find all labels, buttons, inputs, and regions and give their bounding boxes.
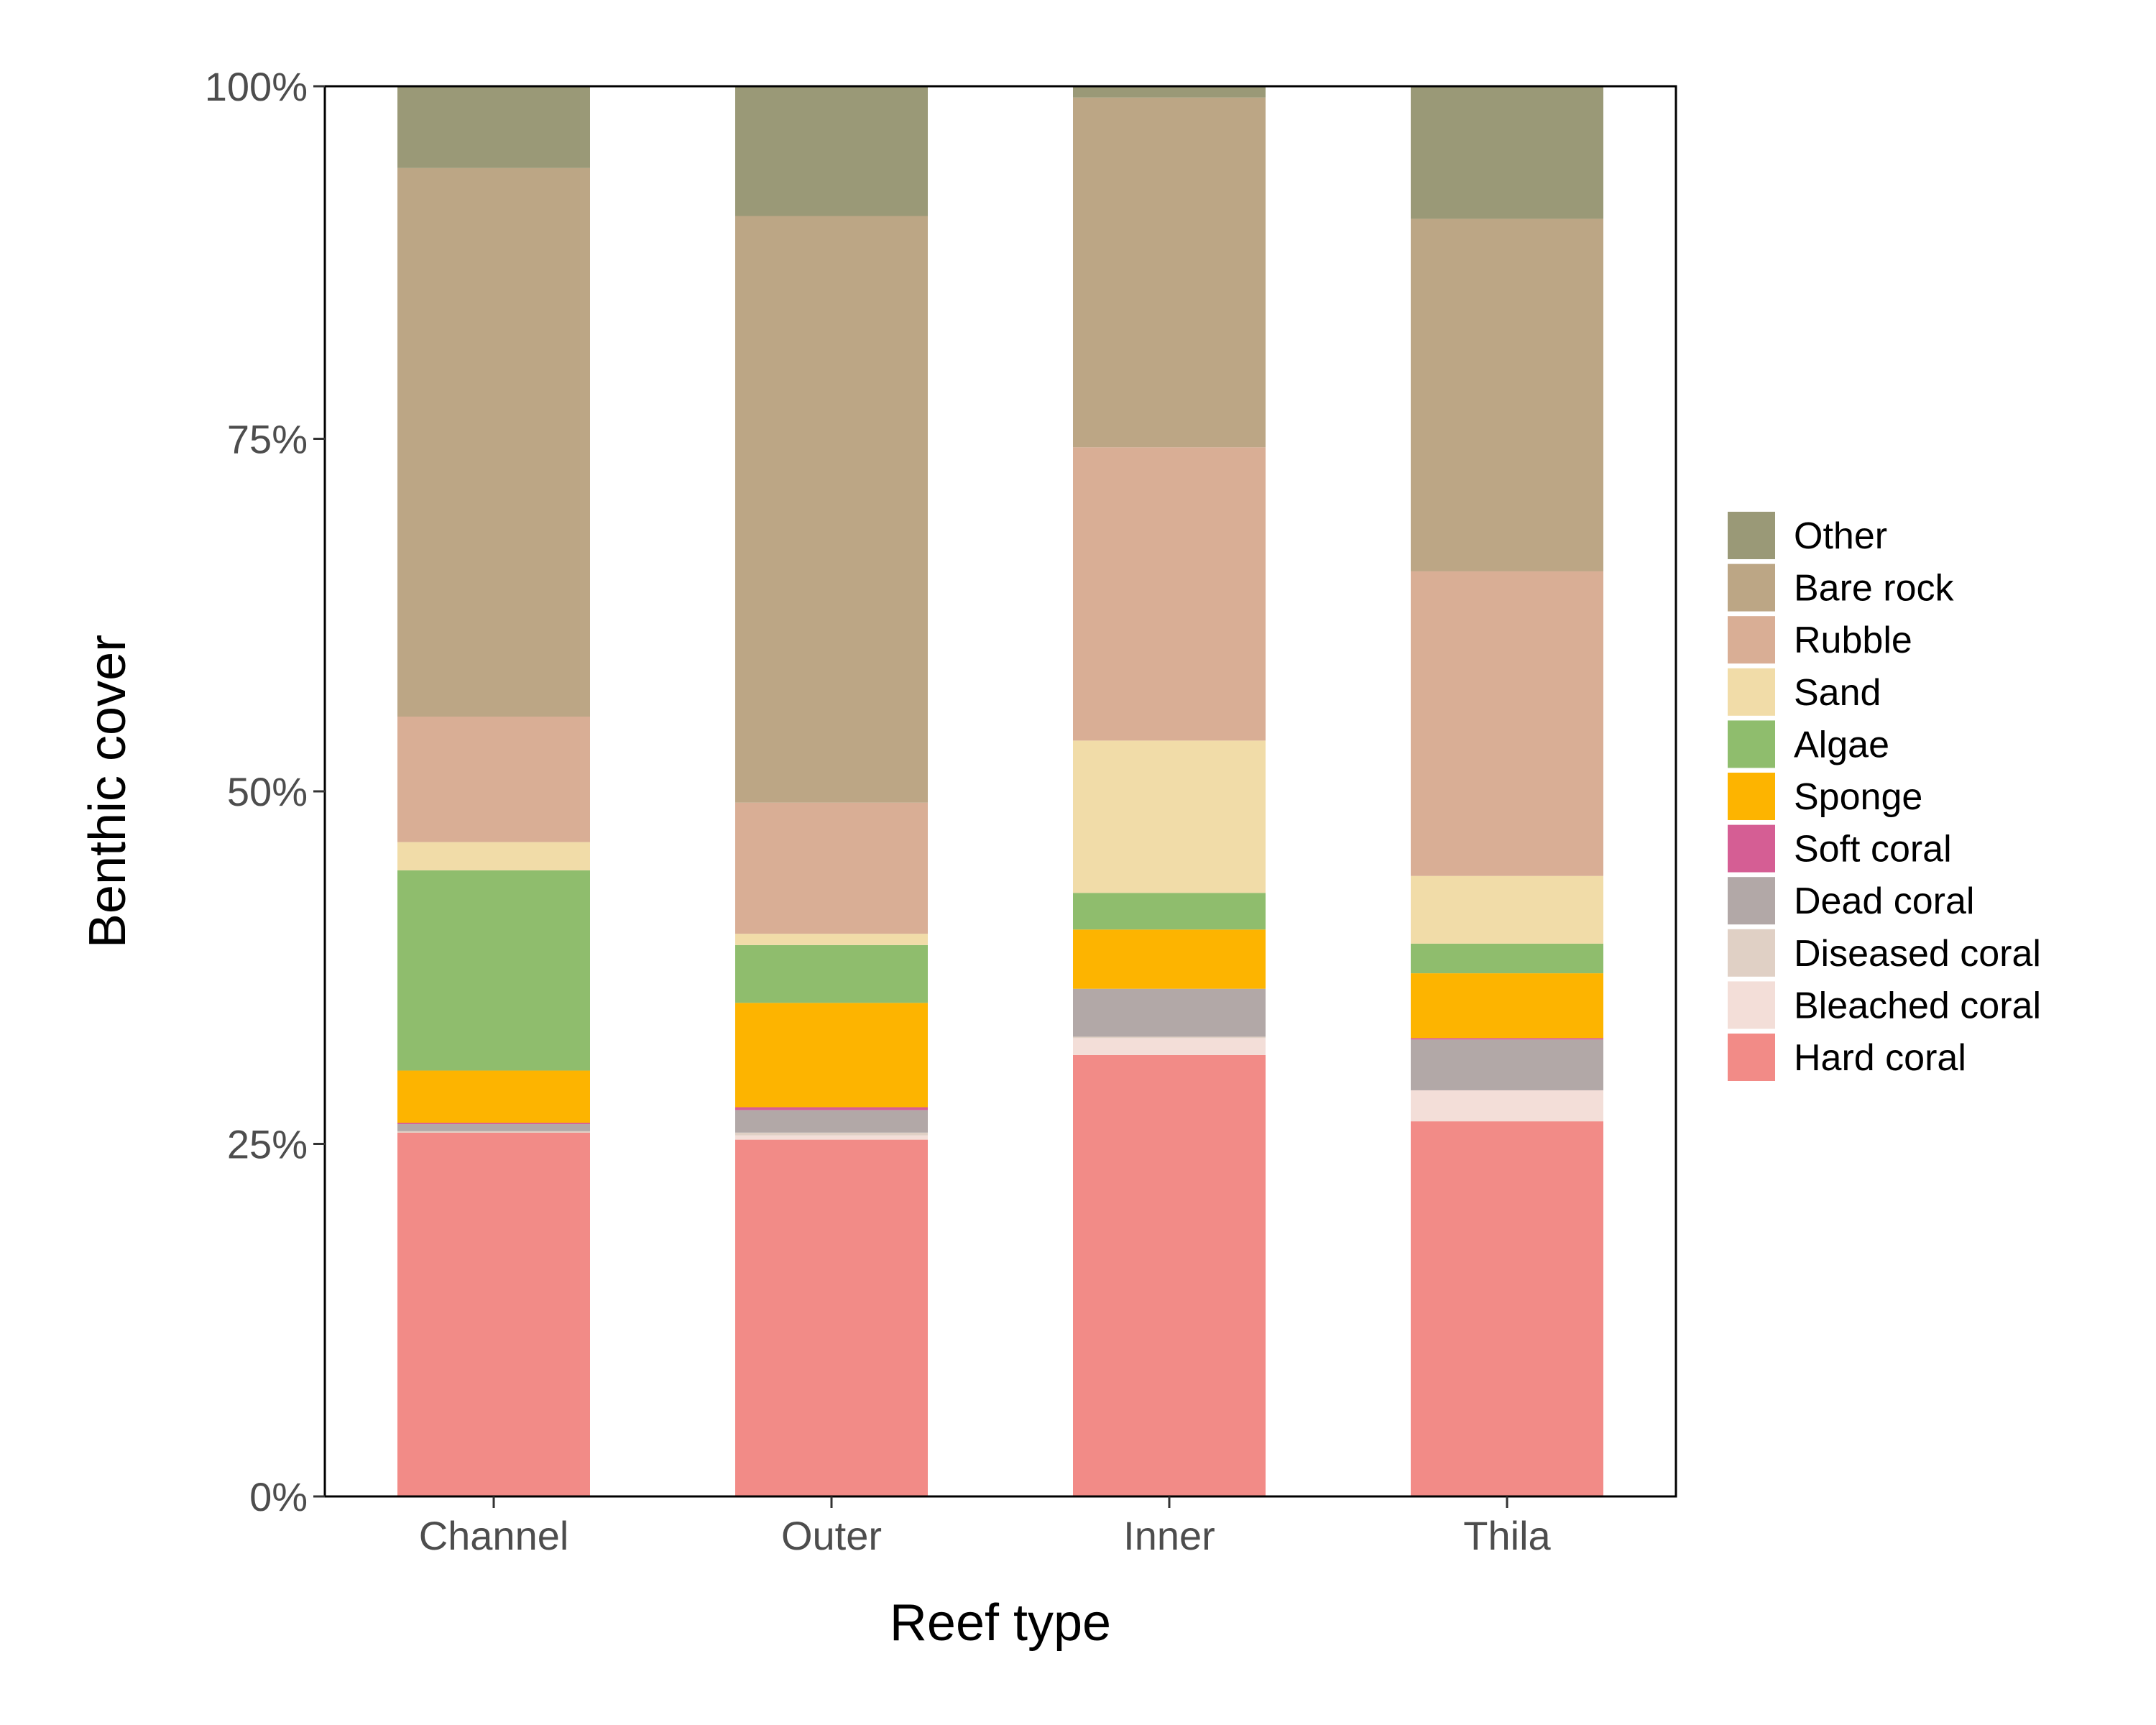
bar-segment-channel-bare-rock [397,167,590,717]
bar-segment-thila-sponge [1411,973,1603,1039]
legend-label-other: Other [1794,515,1887,557]
bar-segment-outer-bare-rock [735,216,928,803]
bar-segment-channel-rubble [397,717,590,842]
legend-label-diseased-coral: Diseased coral [1794,933,2041,975]
y-tick-label: 25% [227,1122,308,1167]
legend-key-sponge [1728,773,1775,820]
bar-segment-outer-rubble [735,802,928,934]
bar-segment-outer-diseased-coral [735,1132,928,1136]
bar-segment-channel-sand [397,842,590,870]
bar-segment-inner-algae [1073,893,1266,930]
x-tick-label-thila: Thila [1463,1513,1551,1558]
legend-label-bleached-coral: Bleached coral [1794,985,2041,1026]
bar-segment-inner-dead-coral [1073,988,1266,1037]
legend-label-rubble: Rubble [1794,620,1912,661]
bar-segment-inner-sand [1073,740,1266,893]
x-tick-label-channel: Channel [419,1513,569,1558]
legend-key-diseased-coral [1728,929,1775,977]
bar-segment-channel-hard-coral [397,1132,590,1496]
bar-segment-outer-sand [735,934,928,945]
bar-segment-thila-algae [1411,943,1603,974]
bar-segment-inner-bleached-coral [1073,1038,1266,1055]
legend-key-algae [1728,720,1775,768]
x-tick-label-outer: Outer [781,1513,882,1558]
bar-segment-outer-bleached-coral [735,1135,928,1140]
bar-segment-thila-bare-rock [1411,218,1603,571]
legend-label-dead-coral: Dead coral [1794,880,1974,922]
legend: Other Bare rock Rubble Sand Algae Sponge Soft … [1728,512,2041,1081]
legend-label-soft-coral: Soft coral [1794,829,1952,870]
y-tick-label: 50% [227,769,308,814]
bar-segment-outer-soft-coral [735,1107,928,1110]
bar-segment-channel-dead-coral [397,1124,590,1131]
bar-segment-outer-other [735,86,928,216]
bar-segment-thila-bleached-coral [1411,1090,1603,1122]
x-tick-label-inner: Inner [1123,1513,1215,1558]
bar-segment-thila-hard-coral [1411,1121,1603,1496]
legend-label-algae: Algae [1794,724,1889,765]
bar-segment-inner-hard-coral [1073,1054,1266,1496]
y-tick-label: 100% [205,64,308,109]
x-axis-title: Reef type [890,1594,1111,1652]
legend-key-hard-coral [1728,1034,1775,1081]
bar-segment-thila-soft-coral [1411,1038,1603,1040]
bar-segment-thila-dead-coral [1411,1039,1603,1090]
legend-key-bleached-coral [1728,981,1775,1029]
legend-label-hard-coral: Hard coral [1794,1037,1966,1079]
legend-key-other [1728,512,1775,559]
y-axis: 0% 25% 50% 75% 100% [205,64,326,1519]
legend-key-rubble [1728,616,1775,664]
bar-segment-inner-other [1073,86,1266,98]
legend-label-sponge: Sponge [1794,776,1922,818]
bar-segment-inner-bare-rock [1073,97,1266,448]
bar-segment-channel-diseased-coral [397,1131,590,1133]
legend-label-bare-rock: Bare rock [1794,568,1955,610]
legend-label-sand: Sand [1794,672,1881,714]
bar-segment-channel-soft-coral [397,1123,590,1125]
y-tick-label: 0% [249,1474,308,1519]
bar-segment-outer-hard-coral [735,1139,928,1496]
bar-segment-outer-algae [735,944,928,1003]
legend-key-dead-coral [1728,877,1775,925]
bar-segment-inner-rubble [1073,447,1266,741]
bar-segment-outer-dead-coral [735,1110,928,1133]
bar-segment-channel-sponge [397,1070,590,1123]
y-axis-title: Benthic cover [79,635,137,948]
bar-segment-thila-other [1411,86,1603,219]
bar-segment-thila-rubble [1411,571,1603,876]
legend-key-sand [1728,668,1775,716]
legend-key-soft-coral [1728,824,1775,873]
x-axis: Channel Outer Inner Thila [325,1495,1676,1558]
legend-key-bare-rock [1728,564,1775,612]
bar-segment-inner-sponge [1073,929,1266,989]
bars-group [397,86,1603,1496]
y-tick-label: 75% [227,417,308,462]
bar-segment-thila-sand [1411,875,1603,944]
bar-segment-channel-other [397,86,590,168]
bar-segment-inner-diseased-coral [1073,1036,1266,1039]
bar-segment-outer-sponge [735,1003,928,1108]
bar-segment-channel-algae [397,870,590,1071]
